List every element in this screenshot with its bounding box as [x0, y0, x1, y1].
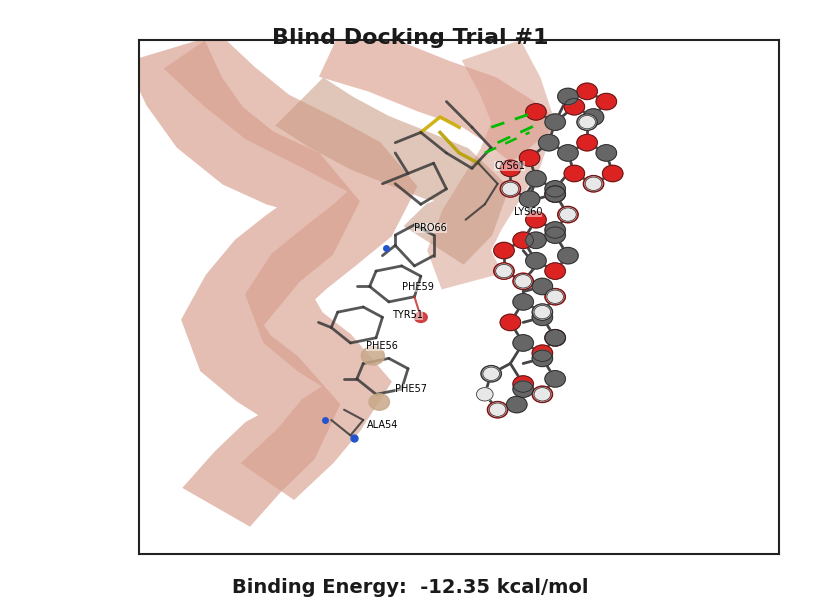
Circle shape: [557, 145, 577, 161]
Circle shape: [532, 304, 552, 320]
Circle shape: [545, 227, 564, 244]
Polygon shape: [164, 32, 417, 500]
Circle shape: [532, 350, 552, 367]
Text: PHE59: PHE59: [401, 282, 433, 292]
Text: LYS60: LYS60: [513, 207, 541, 217]
Circle shape: [557, 88, 577, 105]
Circle shape: [514, 275, 531, 288]
Circle shape: [532, 386, 552, 403]
Text: PRO66: PRO66: [414, 223, 446, 232]
Circle shape: [545, 330, 564, 346]
Polygon shape: [319, 24, 560, 162]
Circle shape: [545, 330, 564, 346]
Text: Binding Energy:  -12.35 kcal/mol: Binding Energy: -12.35 kcal/mol: [232, 577, 587, 597]
Circle shape: [577, 135, 596, 151]
Circle shape: [525, 170, 545, 187]
Circle shape: [533, 387, 550, 401]
Circle shape: [506, 396, 527, 413]
Polygon shape: [275, 77, 509, 264]
Text: CYS61: CYS61: [494, 161, 525, 171]
Circle shape: [513, 232, 532, 248]
Circle shape: [577, 114, 596, 130]
Circle shape: [595, 93, 616, 110]
Circle shape: [545, 222, 564, 238]
Circle shape: [476, 387, 492, 401]
Circle shape: [532, 309, 552, 325]
Circle shape: [361, 346, 384, 365]
Circle shape: [414, 312, 427, 322]
Text: TYR51: TYR51: [391, 310, 423, 320]
Circle shape: [533, 306, 550, 319]
Circle shape: [532, 278, 552, 295]
Text: PHE56: PHE56: [366, 341, 398, 351]
Circle shape: [525, 253, 545, 269]
Circle shape: [500, 160, 520, 177]
Circle shape: [493, 263, 514, 279]
Circle shape: [563, 98, 584, 115]
Circle shape: [525, 212, 545, 228]
Circle shape: [595, 145, 616, 161]
Circle shape: [513, 293, 532, 310]
Circle shape: [513, 381, 532, 397]
Circle shape: [578, 116, 595, 129]
Circle shape: [493, 242, 514, 259]
Circle shape: [545, 288, 564, 305]
Circle shape: [513, 376, 532, 392]
Circle shape: [559, 208, 576, 221]
Circle shape: [545, 114, 564, 130]
Circle shape: [538, 135, 559, 151]
Circle shape: [525, 104, 545, 120]
Text: Blind Docking Trial #1: Blind Docking Trial #1: [271, 28, 548, 48]
Circle shape: [486, 402, 507, 418]
Circle shape: [532, 345, 552, 362]
Circle shape: [369, 394, 389, 410]
Polygon shape: [427, 40, 554, 290]
Circle shape: [546, 290, 563, 303]
Circle shape: [525, 232, 545, 248]
Circle shape: [545, 371, 564, 387]
Circle shape: [518, 191, 539, 207]
Circle shape: [602, 165, 622, 181]
Circle shape: [557, 207, 577, 223]
Circle shape: [577, 83, 596, 100]
Circle shape: [482, 367, 499, 381]
Circle shape: [563, 165, 584, 181]
Circle shape: [582, 109, 603, 125]
Circle shape: [500, 181, 520, 197]
Text: PHE57: PHE57: [395, 384, 427, 394]
Circle shape: [545, 181, 564, 197]
Circle shape: [582, 175, 603, 192]
Circle shape: [518, 150, 539, 166]
Circle shape: [500, 314, 520, 331]
Text: ALA54: ALA54: [366, 420, 397, 430]
Circle shape: [513, 335, 532, 351]
Circle shape: [495, 264, 512, 278]
Circle shape: [513, 273, 532, 290]
Circle shape: [545, 186, 564, 202]
Circle shape: [585, 177, 601, 191]
Circle shape: [481, 365, 500, 382]
Polygon shape: [126, 39, 360, 526]
Circle shape: [557, 247, 577, 264]
Circle shape: [545, 186, 564, 202]
Circle shape: [545, 263, 564, 279]
Circle shape: [489, 403, 505, 416]
Circle shape: [501, 182, 518, 196]
